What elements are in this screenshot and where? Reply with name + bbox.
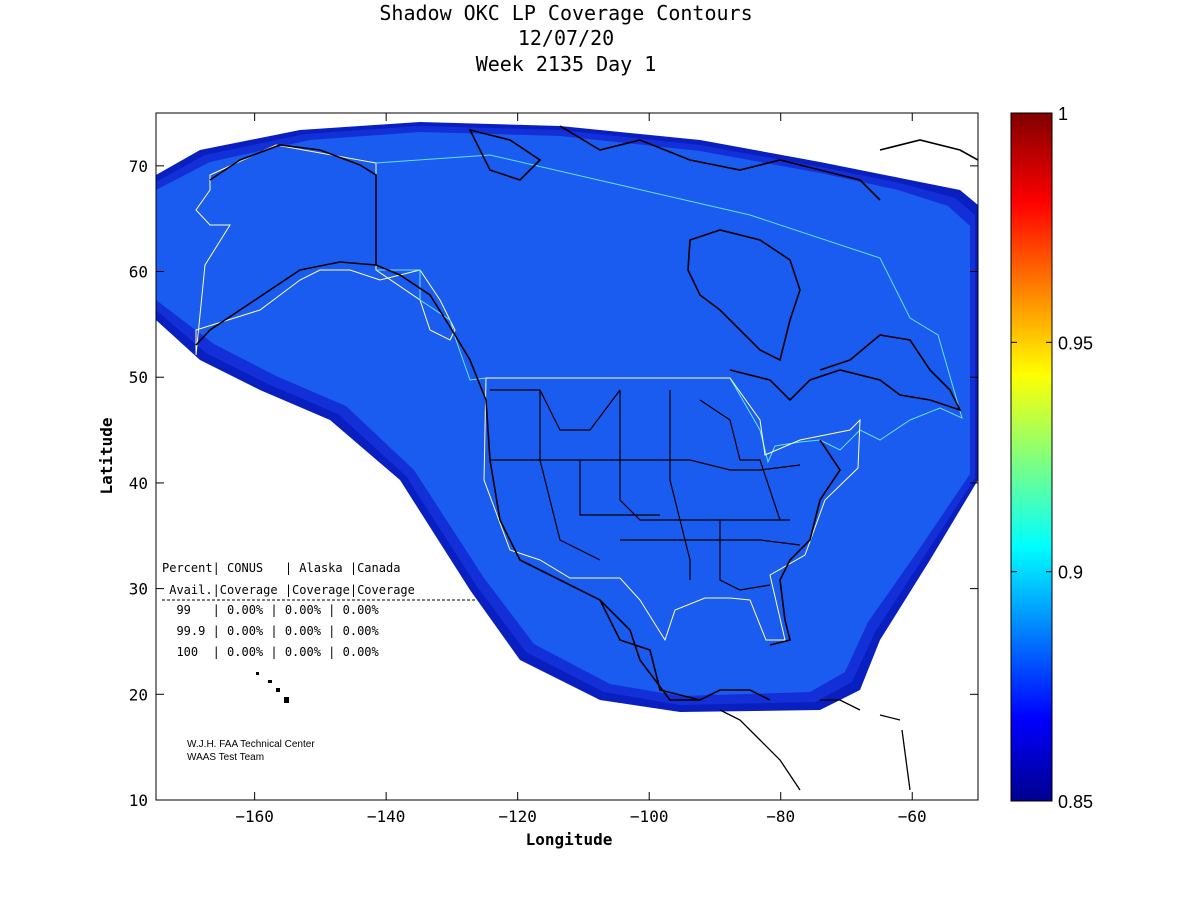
- map-layer: [156, 122, 978, 791]
- colorbar-tick-label: 1: [1058, 104, 1068, 124]
- hawaii-islands: [256, 672, 289, 703]
- x-axis-ticks: −160 −140 −120 −100 −80 −60: [235, 113, 927, 826]
- chart-title: Shadow OKC LP Coverage Contours: [379, 1, 752, 25]
- y-tick-label: 20: [129, 685, 148, 704]
- x-tick-label: −140: [367, 807, 406, 826]
- x-tick-label: −160: [235, 807, 274, 826]
- y-tick-label: 70: [129, 157, 148, 176]
- y-tick-label: 60: [129, 263, 148, 282]
- y-axis-label: Latitude: [97, 417, 116, 494]
- caribbean-islands: [719, 699, 911, 791]
- y-tick-label: 30: [129, 580, 148, 599]
- credit-line2: WAAS Test Team: [187, 752, 264, 763]
- conus-service-volume: [483, 377, 861, 642]
- coastlines: [195, 125, 978, 701]
- colorbar-tick-label: 0.95: [1058, 333, 1093, 353]
- chart-week: Week 2135 Day 1: [476, 52, 657, 76]
- coverage-table-header1: Percent| CONUS | Alaska |Canada: [162, 561, 400, 575]
- plot-frame: [155, 112, 979, 801]
- state-borders: [490, 389, 801, 591]
- coverage-table-row: 99.9 | 0.00% | 0.00% | 0.00%: [162, 624, 380, 638]
- y-tick-label: 40: [129, 474, 148, 493]
- coverage-table-header2: Avail.|Coverage |Coverage|Coverage: [162, 583, 415, 597]
- y-axis-ticks: 10 20 30 40 50 60 70: [129, 157, 978, 810]
- colorbar: [1010, 112, 1053, 802]
- x-tick-label: −120: [498, 807, 537, 826]
- y-tick-label: 10: [129, 791, 148, 810]
- credit-line1: W.J.H. FAA Technical Center: [187, 739, 315, 750]
- y-tick-label: 50: [129, 368, 148, 387]
- x-tick-label: −60: [898, 807, 927, 826]
- x-tick-label: −80: [766, 807, 795, 826]
- colorbar-tick-label: 0.85: [1058, 792, 1093, 812]
- coverage-table-row: 100 | 0.00% | 0.00% | 0.00%: [162, 645, 380, 659]
- coverage-table: Percent| CONUS | Alaska |Canada Avail.|C…: [162, 561, 475, 659]
- alaska-service-volume: [195, 144, 456, 356]
- x-tick-label: −100: [630, 807, 669, 826]
- coverage-table-row: 99 | 0.00% | 0.00% | 0.00%: [162, 603, 380, 617]
- chart-date: 12/07/20: [518, 26, 614, 50]
- canada-service-volume: [375, 154, 963, 464]
- colorbar-tick-label: 0.9: [1058, 563, 1083, 583]
- colorbar-ticks: 0.85 0.9 0.95 1: [1011, 104, 1093, 812]
- x-axis-label: Longitude: [526, 830, 613, 849]
